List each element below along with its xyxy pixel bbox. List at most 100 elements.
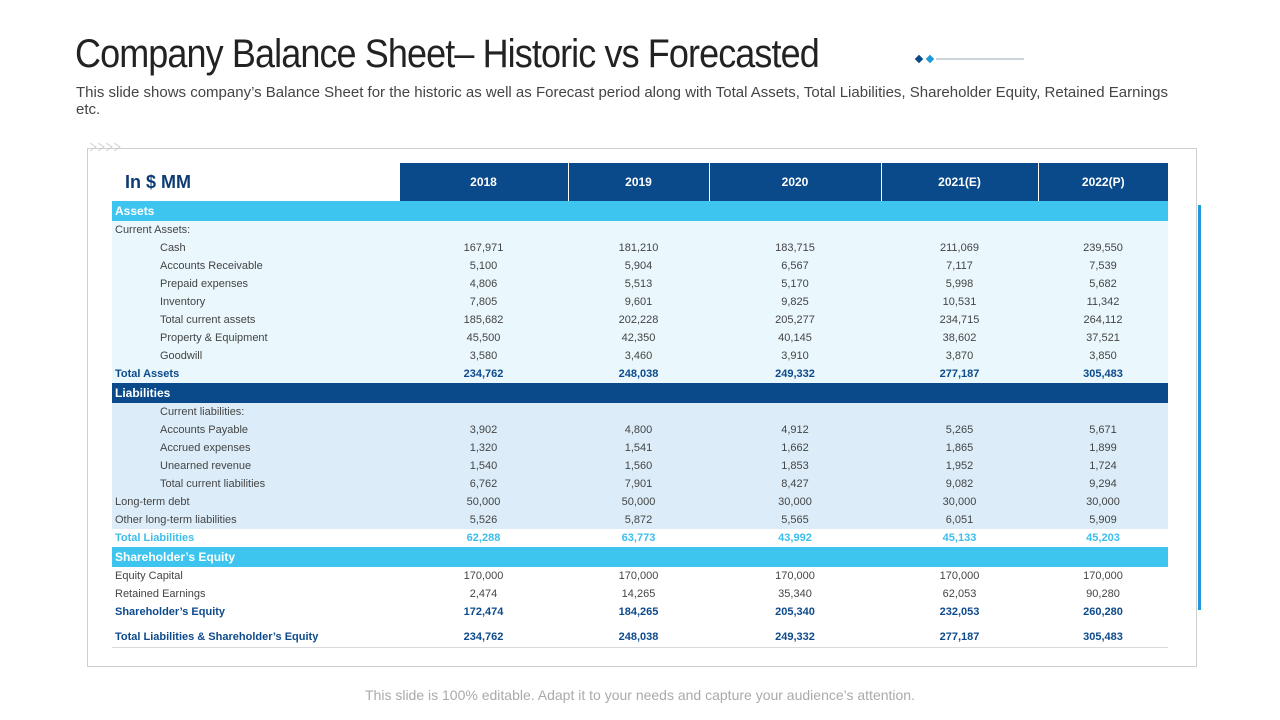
cell-value: 5,998 (881, 275, 1038, 293)
row-label: Total Liabilities (112, 529, 399, 547)
section-header-liabilities: Liabilities (112, 383, 1168, 403)
table-row: Inventory 7,805 9,601 9,825 10,531 11,342 (112, 293, 1168, 311)
cell-value: 170,000 (568, 567, 709, 585)
cell-value: 5,565 (709, 511, 881, 529)
cell-value: 5,682 (1038, 275, 1168, 293)
cell-value: 234,715 (881, 311, 1038, 329)
year-header: 2018 (398, 163, 568, 201)
cell-value: 4,806 (399, 275, 568, 293)
cell-value: 8,427 (709, 475, 881, 493)
row-label: Goodwill (112, 347, 399, 365)
cell-value: 184,265 (568, 603, 709, 621)
cell-value: 249,332 (709, 628, 881, 648)
table-row: Total current liabilities 6,762 7,901 8,427… (112, 475, 1168, 493)
cell-value: 232,053 (881, 603, 1038, 621)
row-label: Cash (112, 239, 399, 257)
cell-value: 248,038 (568, 628, 709, 648)
cell-value: 167,971 (399, 239, 568, 257)
cell-value: 1,724 (1038, 457, 1168, 475)
title-decoration (914, 54, 1024, 64)
cell-value: 202,228 (568, 311, 709, 329)
cell-value: 277,187 (881, 365, 1038, 383)
table-row: Long-term debt 50,000 50,000 30,000 30,000 30… (112, 493, 1168, 511)
page-title: Company Balance Sheet– Historic vs Forec… (75, 32, 820, 76)
section-header-equity: Shareholder’s Equity (112, 547, 1168, 567)
cell-value: 11,342 (1038, 293, 1168, 311)
cell-value: 5,526 (399, 511, 568, 529)
row-label: Accrued expenses (112, 439, 399, 457)
slide-subtitle: This slide shows company’s Balance Sheet… (76, 84, 1168, 118)
cell-value: 5,909 (1038, 511, 1168, 529)
table-row: Equity Capital 170,000 170,000 170,000 170,0… (112, 567, 1168, 585)
table-row: Retained Earnings 2,474 14,265 35,340 62,053… (112, 585, 1168, 603)
table-row: Accounts Payable 3,902 4,800 4,912 5,265 5,67… (112, 421, 1168, 439)
cell-value: 45,203 (1038, 529, 1168, 547)
cell-value: 43,992 (709, 529, 881, 547)
table-row: Other long-term liabilities 5,526 5,872 5,5… (112, 511, 1168, 529)
row-label: Other long-term liabilities (112, 511, 399, 529)
total-row: Total Assets 234,762 248,038 249,332 277,187… (112, 365, 1168, 383)
row-label: Total Liabilities & Shareholder’s Equity (112, 628, 399, 648)
total-row: Shareholder’s Equity 172,474 184,265 205,34… (112, 603, 1168, 621)
cell-value: 6,762 (399, 475, 568, 493)
table-row: Property & Equipment 45,500 42,350 40,145 38… (112, 329, 1168, 347)
cell-value: 1,560 (568, 457, 709, 475)
cell-value: 3,870 (881, 347, 1038, 365)
cell-value: 183,715 (709, 239, 881, 257)
grand-total-row: Total Liabilities & Shareholder’s Equity… (112, 628, 1168, 648)
section-header-assets: Assets (112, 201, 1168, 221)
corner-arrows-icon (89, 142, 121, 152)
row-label: Unearned revenue (112, 457, 399, 475)
cell-value: 7,901 (568, 475, 709, 493)
cell-value: 5,904 (568, 257, 709, 275)
row-label: Prepaid expenses (112, 275, 399, 293)
cell-value: 205,277 (709, 311, 881, 329)
cell-value: 5,872 (568, 511, 709, 529)
row-spacer (112, 621, 1168, 628)
table-row: Cash 167,971 181,210 183,715 211,069 239,550 (112, 239, 1168, 257)
table-row: Unearned revenue 1,540 1,560 1,853 1,952 1,72… (112, 457, 1168, 475)
cell-value: 30,000 (1038, 493, 1168, 511)
cell-value: 172,474 (399, 603, 568, 621)
cell-value: 277,187 (881, 628, 1038, 648)
cell-value: 264,112 (1038, 311, 1168, 329)
cell-value: 1,952 (881, 457, 1038, 475)
footer-note: This slide is 100% editable. Adapt it to… (365, 687, 915, 703)
cell-value: 239,550 (1038, 239, 1168, 257)
unit-label: In $ MM (112, 163, 399, 201)
row-label: Total current liabilities (112, 475, 399, 493)
table-header-row: In $ MM 2018 2019 2020 2021(E) 2022(P) (112, 163, 1168, 201)
table-row: Current Assets: (112, 221, 1168, 239)
cell-value: 45,500 (399, 329, 568, 347)
row-label: Accounts Receivable (112, 257, 399, 275)
cell-value: 37,521 (1038, 329, 1168, 347)
cell-value: 2,474 (399, 585, 568, 603)
cell-value: 305,483 (1038, 628, 1168, 648)
cell-value: 249,332 (709, 365, 881, 383)
cell-value: 1,853 (709, 457, 881, 475)
cell-value: 7,117 (881, 257, 1038, 275)
cell-value: 45,133 (881, 529, 1038, 547)
cell-value: 1,899 (1038, 439, 1168, 457)
cell-value: 3,902 (399, 421, 568, 439)
cell-value: 42,350 (568, 329, 709, 347)
cell-value: 35,340 (709, 585, 881, 603)
row-label: Current liabilities: (112, 403, 1168, 421)
cell-value: 6,567 (709, 257, 881, 275)
table-row: Accrued expenses 1,320 1,541 1,662 1,865 1,89… (112, 439, 1168, 457)
cell-value: 3,910 (709, 347, 881, 365)
row-label: Current Assets: (112, 221, 1168, 239)
cell-value: 4,912 (709, 421, 881, 439)
cell-value: 38,602 (881, 329, 1038, 347)
balance-sheet-table: In $ MM 2018 2019 2020 2021(E) 2022(P) A… (112, 163, 1168, 648)
cell-value: 63,773 (568, 529, 709, 547)
table-row: Total current assets 185,682 202,228 205,27… (112, 311, 1168, 329)
section-title: Shareholder’s Equity (112, 547, 1168, 567)
cell-value: 50,000 (568, 493, 709, 511)
row-label: Accounts Payable (112, 421, 399, 439)
table-row: Current liabilities: (112, 403, 1168, 421)
cell-value: 5,671 (1038, 421, 1168, 439)
table-row: Goodwill 3,580 3,460 3,910 3,870 3,850 (112, 347, 1168, 365)
year-header: 2022(P) (1037, 163, 1168, 201)
cell-value: 62,053 (881, 585, 1038, 603)
